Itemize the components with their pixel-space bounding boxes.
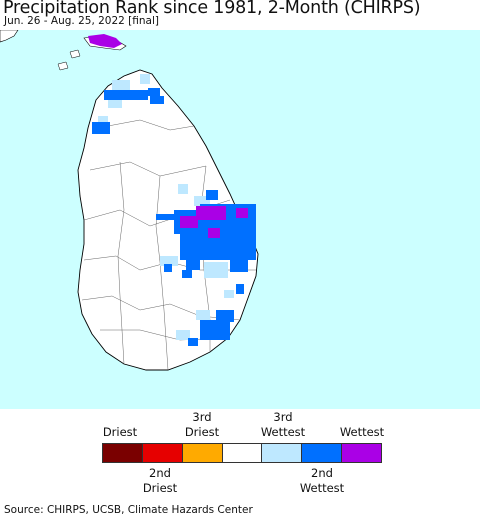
legend-swatch-3rd-driest (182, 444, 223, 462)
legend-label-driest: Driest (80, 425, 160, 440)
map-subtitle: Jun. 26 - Aug. 25, 2022 [final] (4, 15, 159, 27)
india-coast (0, 30, 19, 43)
legend-label-wettest-line2: Wettest (339, 425, 385, 439)
island-small-1 (69, 49, 81, 59)
east-wet-area (156, 184, 256, 298)
legend-swatch-driest (103, 444, 143, 462)
legend-label-2nd-wettest-line2: Wettest (299, 481, 345, 495)
legend-label-2nd-driest-line1: 2nd (149, 466, 171, 480)
legend-label-2nd-driest-line2: Driest (142, 481, 178, 495)
precipitation-rank-map (0, 30, 480, 409)
legend-label-3rd-wettest-line2: Wettest (260, 425, 306, 439)
legend-swatch-wettest (342, 444, 382, 462)
legend-label-3rd-wettest-line1: 3rd (273, 410, 293, 424)
legend-label-2nd-wettest: 2nd Wettest (282, 466, 362, 496)
legend-label-3rd-driest-line2: Driest (184, 425, 220, 439)
island-small-2 (57, 61, 69, 71)
south-east-wet-area (176, 310, 234, 346)
legend-swatch-3rd-wettest (262, 444, 303, 462)
source-credit: Source: CHIRPS, UCSB, Climate Hazards Ce… (4, 504, 253, 516)
legend-label-driest-line2: Driest (102, 425, 138, 439)
legend-swatch-2nd-driest (142, 444, 183, 462)
wettest-jaffna (88, 34, 122, 48)
legend-swatch-2nd-wettest (302, 444, 343, 462)
legend-label-2nd-driest: 2nd Driest (120, 466, 200, 496)
legend-label-2nd-wettest-line1: 2nd (311, 466, 333, 480)
legend-swatch-normal (222, 444, 263, 462)
map-title: Precipitation Rank since 1981, 2-Month (… (3, 0, 421, 18)
legend-label-3rd-driest: 3rd Driest (162, 410, 242, 440)
north-wet-area (92, 74, 164, 134)
legend-label-3rd-driest-line1: 3rd (192, 410, 212, 424)
legend-label-3rd-wettest: 3rd Wettest (243, 410, 323, 440)
legend-label-wettest: Wettest (322, 425, 402, 440)
legend-color-bar (102, 443, 382, 463)
